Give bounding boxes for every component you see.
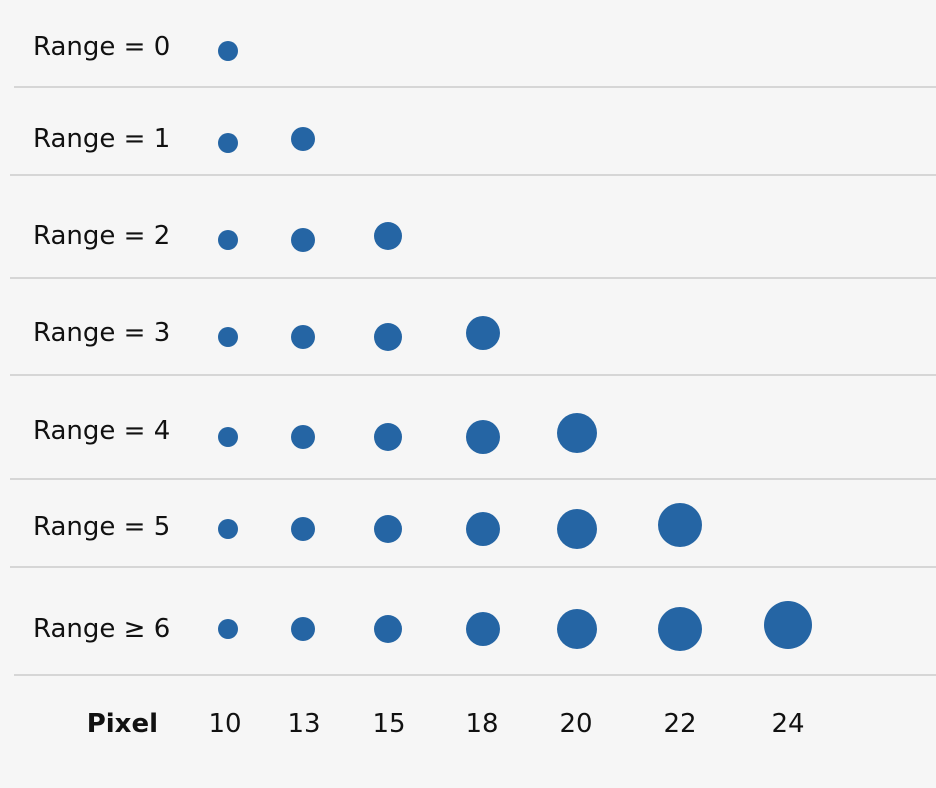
size-dot-15px [374, 615, 402, 643]
row-divider [10, 478, 936, 480]
size-dot-18px [466, 316, 500, 350]
row-label-range-2: Range = 2 [33, 221, 171, 251]
row-label-range-3: Range = 3 [33, 318, 171, 348]
size-dot-18px [466, 512, 500, 546]
pixel-value-24: 24 [771, 709, 805, 739]
size-dot-13px [291, 325, 315, 349]
size-dot-13px [291, 127, 315, 151]
pixel-axis-title: Pixel [86, 709, 158, 739]
size-dot-10px [218, 427, 238, 447]
size-dot-20px [557, 609, 597, 649]
size-dot-22px [658, 503, 702, 547]
size-dot-20px [557, 413, 597, 453]
size-dot-20px [557, 509, 597, 549]
size-dot-10px [218, 133, 238, 153]
row-divider [10, 566, 936, 568]
size-dot-13px [291, 617, 315, 641]
size-dot-22px [658, 607, 702, 651]
size-dot-24px [764, 601, 812, 649]
size-dot-15px [374, 515, 402, 543]
row-label-range-6-plus: Range ≥ 6 [33, 614, 171, 644]
pixel-value-10: 10 [208, 709, 242, 739]
size-dot-15px [374, 423, 402, 451]
row-label-range-4: Range = 4 [33, 416, 171, 446]
pixel-value-20: 20 [559, 709, 593, 739]
pixel-value-18: 18 [465, 709, 499, 739]
pixel-value-13: 13 [287, 709, 321, 739]
pixel-value-15: 15 [372, 709, 406, 739]
size-dot-13px [291, 228, 315, 252]
size-dot-10px [218, 519, 238, 539]
row-divider [10, 277, 936, 279]
row-label-range-0: Range = 0 [33, 32, 171, 62]
size-dot-13px [291, 425, 315, 449]
size-dot-15px [374, 222, 402, 250]
row-label-range-5: Range = 5 [33, 512, 171, 542]
row-label-range-1: Range = 1 [33, 124, 171, 154]
size-dot-10px [218, 619, 238, 639]
size-dot-18px [466, 612, 500, 646]
row-divider [14, 86, 936, 88]
row-divider [10, 174, 936, 176]
size-dot-10px [218, 327, 238, 347]
size-dot-10px [218, 230, 238, 250]
size-dot-10px [218, 41, 238, 61]
pixel-value-22: 22 [663, 709, 697, 739]
size-dot-18px [466, 420, 500, 454]
row-divider [14, 674, 936, 676]
size-dot-15px [374, 323, 402, 351]
size-dot-13px [291, 517, 315, 541]
row-divider [10, 374, 936, 376]
